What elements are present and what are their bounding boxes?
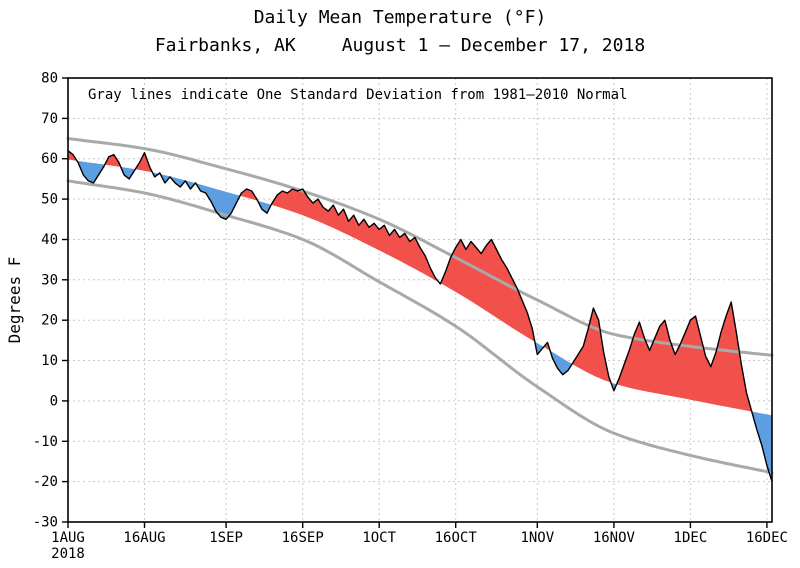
axes: -30 -20 -10 0 10 20 30 40 50 60 70 80 1AUG 16AUG 1SEP 1… xyxy=(33,70,788,562)
y-tick-label: 10 xyxy=(41,353,58,369)
y-tick-label: 50 xyxy=(41,192,58,208)
x-tick-label: 16NOV xyxy=(593,530,636,546)
x-tick-label: 1NOV xyxy=(520,530,554,546)
y-tick-label: 70 xyxy=(41,111,58,127)
plot-frame xyxy=(67,77,773,523)
x-tick-label: 1DEC xyxy=(674,530,708,546)
temperature-trace xyxy=(67,150,773,482)
x-tick-label: 1OCT xyxy=(362,530,396,546)
x-tick-label: 16SEP xyxy=(282,530,324,546)
x-tick-label: 16AUG xyxy=(123,530,165,546)
y-tick-label: 80 xyxy=(41,70,58,86)
sd-annotation: Gray lines indicate One Standard Deviati… xyxy=(88,87,627,103)
chart-layers: -30 -20 -10 0 10 20 30 40 50 60 70 80 1AUG 16AUG 1SEP 1… xyxy=(33,70,788,562)
y-axis-title: Degrees F xyxy=(5,257,24,344)
y-tick-label: -20 xyxy=(33,474,58,490)
y-tick-label: -10 xyxy=(33,434,58,450)
lower-sd-line xyxy=(66,179,774,475)
chart-title: Daily Mean Temperature (°F) xyxy=(253,7,547,28)
x-tick-label: 1SEP xyxy=(209,530,243,546)
y-tick-label: 0 xyxy=(50,393,58,409)
y-tick-label: 20 xyxy=(41,313,58,329)
x-tick-label: 16OCT xyxy=(435,530,478,546)
y-tick-label: -30 xyxy=(33,514,58,530)
x-tick-label: 16DEC xyxy=(746,530,788,546)
chart-subtitle-daterange: August 1 — December 17, 2018 xyxy=(341,35,646,56)
above-normal-area xyxy=(68,150,772,416)
y-tick-label: 60 xyxy=(41,151,58,167)
x-tick-label: 1AUG xyxy=(51,530,85,546)
gridlines xyxy=(68,78,772,522)
chart-subtitle-location: Fairbanks, AK xyxy=(154,35,296,56)
chart-subtitle: Fairbanks, AK August 1 — December 17, 20… xyxy=(0,35,800,56)
y-tick-label: 40 xyxy=(41,232,58,248)
y-tick-label: 30 xyxy=(41,272,58,288)
x-axis-year-label: 2018 xyxy=(51,546,85,562)
upper-sd-line xyxy=(66,137,774,357)
